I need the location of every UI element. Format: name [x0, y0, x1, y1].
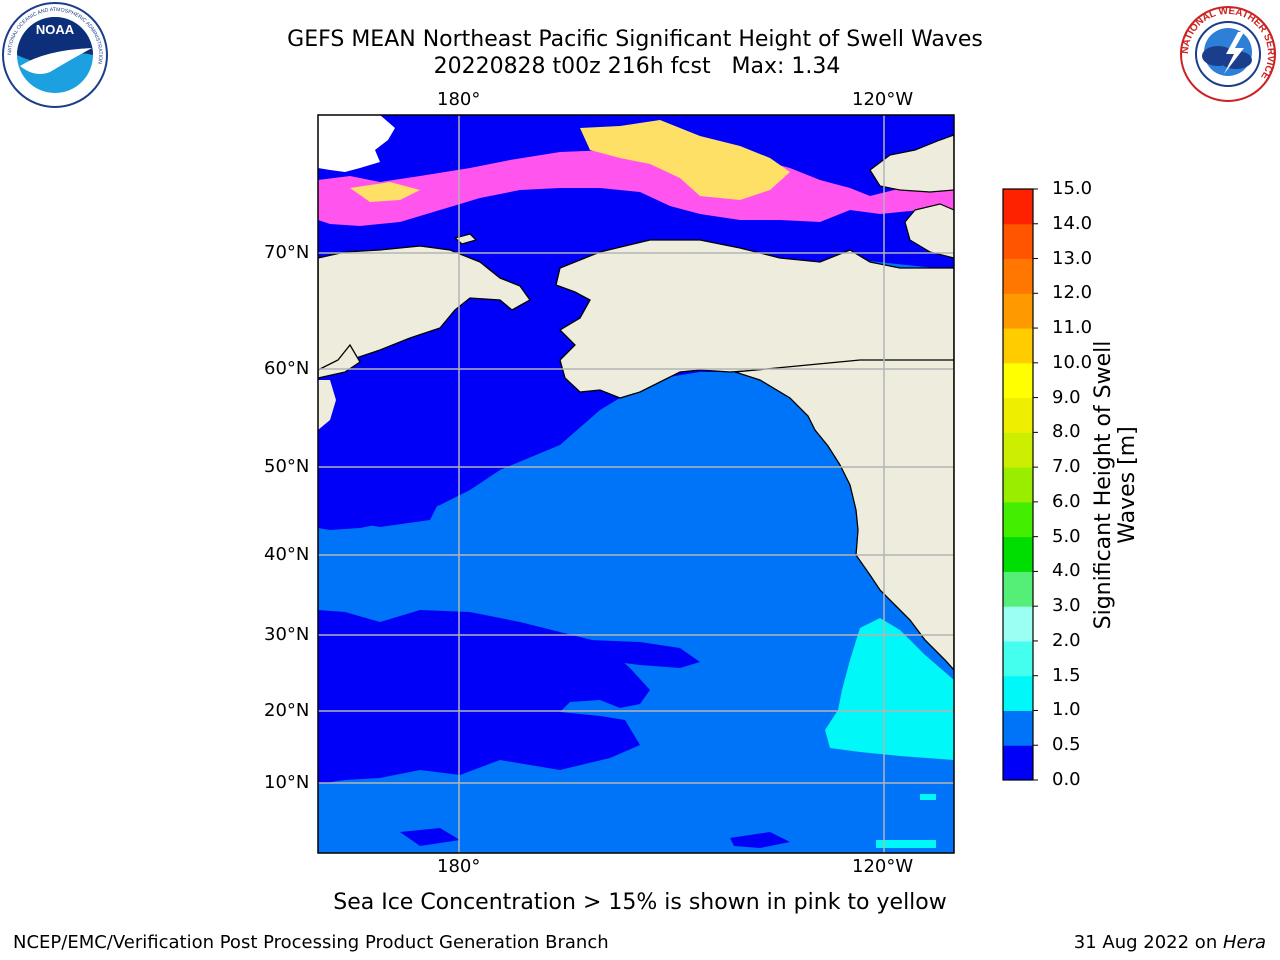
lat-label-30n: 30°N	[264, 624, 310, 645]
footer-date: 31 Aug 2022 on Hera	[1074, 934, 1266, 952]
lon-label-top-120w: 120°W	[852, 89, 914, 110]
land-arctic-island-2	[904, 203, 954, 259]
colorbar-title-line1: Significant Height of Swell	[1090, 340, 1116, 630]
colorbar-title-line2: Waves [m]	[1115, 426, 1140, 544]
land-siberia-south	[318, 380, 336, 430]
land-siberia	[318, 245, 531, 379]
colorbar-tick-label: 2.0	[1052, 629, 1081, 651]
colorbar-segment	[1003, 223, 1033, 260]
ocean-field	[318, 115, 954, 853]
colorbar-segment	[1003, 606, 1033, 642]
map-gridlines	[318, 115, 954, 853]
colorbar-title: Significant Height of Swell Waves [m]	[1090, 340, 1140, 630]
lat-label-20n: 20°N	[264, 700, 310, 721]
land-arctic-islands	[869, 134, 954, 193]
land-wrangel	[453, 233, 478, 245]
low-swell-patch-2	[590, 640, 700, 668]
colorbar-segment	[1003, 397, 1033, 433]
colorbar-tick-label: 12.0	[1052, 282, 1093, 304]
colorbar-segment	[1003, 467, 1033, 503]
colorbar-tick-label: 13.0	[1052, 247, 1093, 269]
colorbar-tick-label: 5.0	[1052, 525, 1081, 547]
colorbar-segment	[1003, 536, 1033, 572]
sea-ice-caption: Sea Ice Concentration > 15% is shown in …	[333, 890, 947, 915]
lat-label-70n: 70°N	[264, 242, 310, 263]
colorbar-segment	[1003, 189, 1033, 225]
footer-branch: NCEP/EMC/Verification Post Processing Pr…	[13, 932, 609, 953]
low-swell-patch-3	[730, 832, 790, 848]
colorbar-segment	[1003, 571, 1033, 607]
colorbar-tick-label: 8.0	[1052, 421, 1081, 443]
colorbar-tick-label: 1.5	[1052, 664, 1081, 686]
noaa-logo: NOAA NATIONAL OCEANIC AND ATMOSPHERIC AD…	[2, 2, 108, 108]
lon-label-top-180: 180°	[437, 89, 481, 110]
low-swell-patch	[350, 495, 440, 527]
low-swell-north	[318, 115, 954, 530]
colorbar-tick-label: 7.0	[1052, 456, 1081, 478]
colorbar-segment	[1003, 675, 1033, 711]
sea-ice-yellow	[580, 120, 790, 200]
map-frame	[317, 114, 955, 854]
colorbar-tick-label: 0.0	[1052, 769, 1081, 790]
sea-ice-pink-2	[340, 255, 395, 268]
colorbar-tick-label: 0.5	[1052, 734, 1081, 756]
colorbar-tick-label: 3.0	[1052, 595, 1081, 617]
sea-ice-white	[318, 115, 395, 172]
colorbar-tick-label: 15.0	[1052, 178, 1093, 199]
land-kamchatka	[318, 343, 361, 379]
land-north-america	[734, 359, 954, 671]
lat-label-60n: 60°N	[264, 358, 310, 379]
footer-date-text: 31 Aug 2022 on	[1073, 932, 1223, 953]
low-swell-subtropical	[318, 610, 650, 784]
lat-label-50n: 50°N	[264, 456, 310, 477]
colorbar-tick-label: 1.0	[1052, 699, 1081, 721]
colorbar-segment	[1003, 293, 1033, 329]
colorbar-tick-label: 6.0	[1052, 490, 1081, 512]
chart-title-line2: 20220828 t00z 216h fcst Max: 1.34	[433, 54, 841, 79]
colorbar-segment	[1003, 328, 1033, 364]
colorbar-segment	[1003, 432, 1033, 468]
noaa-text: NOAA	[36, 22, 75, 37]
colorbar-segment	[1003, 258, 1033, 294]
lat-label-10n: 10°N	[264, 772, 310, 793]
sea-ice-yellow-2	[350, 182, 420, 202]
colorbar	[1003, 188, 1038, 781]
colorbar-tick-label: 14.0	[1052, 212, 1093, 234]
lon-label-bottom-120w: 120°W	[852, 856, 914, 877]
sea-ice-yellow-3	[900, 140, 954, 182]
land-alaska	[555, 239, 954, 399]
sea-ice-pink	[318, 138, 954, 226]
colorbar-frame	[1002, 188, 1034, 781]
lon-label-bottom-180: 180°	[437, 856, 481, 877]
mid-swell-cyan	[825, 618, 954, 760]
nws-logo: NATIONAL WEATHER SERVICE	[1180, 6, 1276, 102]
chart-title-line1: GEFS MEAN Northeast Pacific Significant …	[287, 27, 983, 52]
colorbar-segment	[1003, 501, 1033, 538]
footer-machine: Hera	[1222, 932, 1266, 953]
low-swell-patch-4	[400, 828, 460, 846]
colorbar-segment	[1003, 640, 1033, 677]
colorbar-segment	[1003, 745, 1033, 781]
colorbar-tick-label: 11.0	[1052, 317, 1093, 339]
colorbar-tick-label: 9.0	[1052, 386, 1081, 408]
colorbar-tick-label: 10.0	[1052, 351, 1093, 373]
colorbar-tick-label: 4.0	[1052, 560, 1081, 582]
colorbar-segment	[1003, 362, 1033, 399]
lat-label-40n: 40°N	[264, 544, 310, 565]
colorbar-segment	[1003, 710, 1033, 746]
